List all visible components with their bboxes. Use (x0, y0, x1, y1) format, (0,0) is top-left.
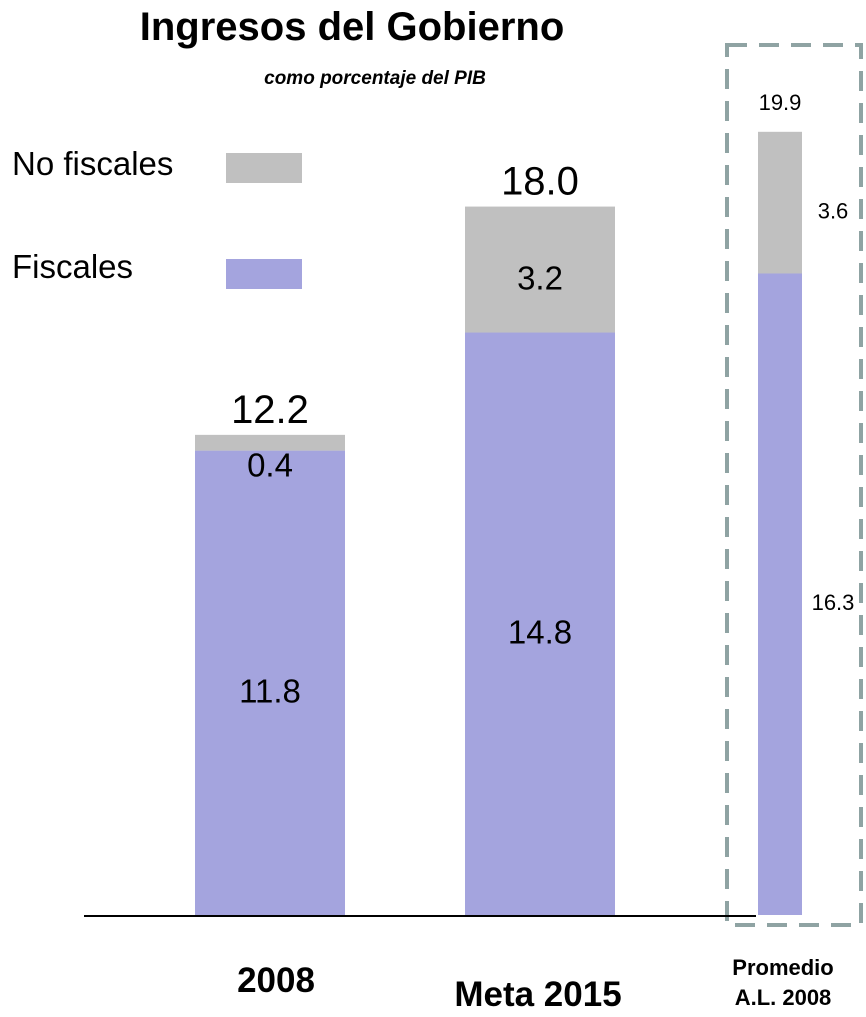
chart-title: Ingresos del Gobierno (140, 5, 565, 49)
legend: No fiscales Fiscales (12, 145, 302, 289)
bar-fiscales (195, 450, 345, 915)
data-label-fiscales: 11.8 (239, 673, 301, 710)
data-label-no-fiscales: 0.4 (247, 447, 293, 484)
category-labels: 2008 Meta 2015 Promedio A.L. 2008 (237, 955, 834, 1014)
x-tick-label: Promedio (732, 955, 833, 980)
total-label: 19.9 (759, 90, 802, 115)
data-label-fiscales: 14.8 (508, 614, 572, 651)
legend-label: No fiscales (12, 145, 173, 182)
chart-subtitle: como porcentaje del PIB (264, 68, 486, 89)
bar-no-fiscales (465, 206, 615, 333)
x-tick-label: 2008 (237, 961, 315, 1000)
x-tick-label: A.L. 2008 (735, 985, 832, 1010)
bar-no-fiscales (758, 131, 802, 274)
bar-no-fiscales (195, 434, 345, 451)
legend-label: Fiscales (12, 248, 133, 285)
data-label-fiscales: 16.3 (812, 590, 855, 615)
bar-fiscales (465, 332, 615, 915)
labels: 11.8 0.4 12.2 14.8 3.2 18.0 16.3 3.6 19.9 (231, 90, 854, 710)
legend-swatch (226, 259, 302, 289)
bars (195, 131, 802, 915)
highlight-box-group (725, 43, 863, 927)
data-label-no-fiscales: 3.2 (517, 259, 563, 296)
legend-swatch (226, 153, 302, 183)
x-tick-label: Meta 2015 (454, 975, 621, 1014)
highlight-box (725, 43, 863, 927)
total-label: 18.0 (501, 160, 579, 204)
bar-fiscales (758, 273, 802, 915)
total-label: 12.2 (231, 388, 309, 432)
data-label-no-fiscales: 3.6 (818, 199, 849, 224)
